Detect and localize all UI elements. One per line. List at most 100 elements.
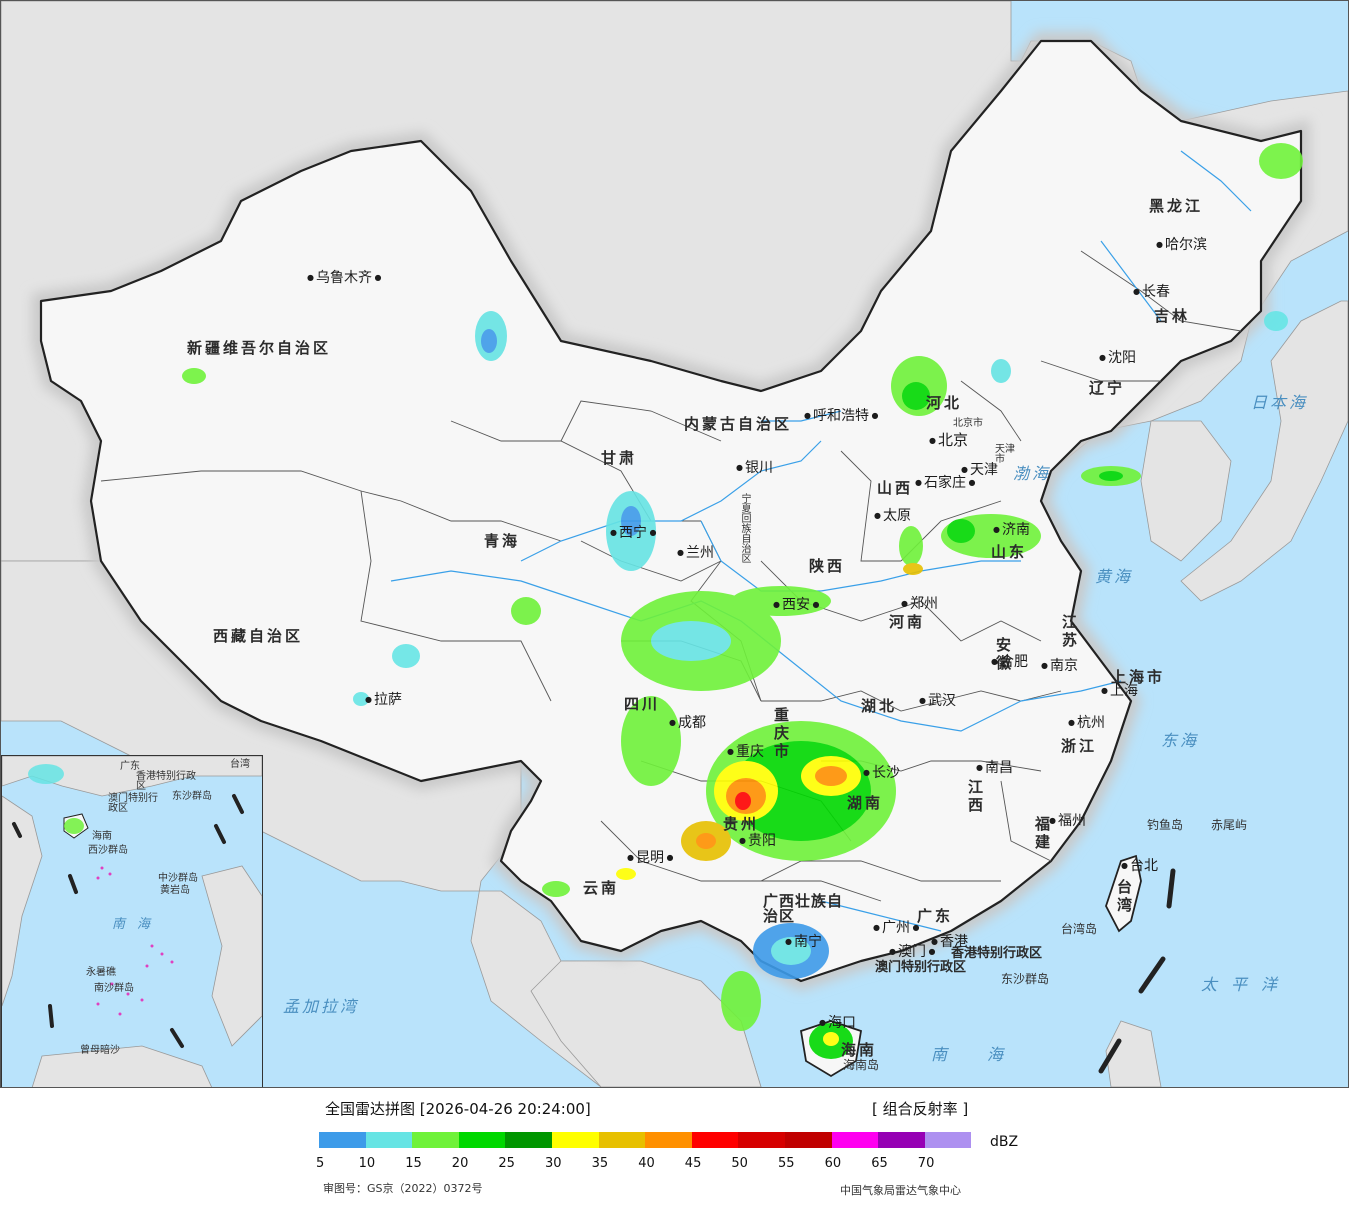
label-taiwan: 台湾 [1115, 879, 1133, 915]
color-scale [319, 1132, 972, 1148]
sea-japan: 日本海 [1251, 393, 1309, 412]
legend-title: 全国雷达拼图 [2026-04-26 20:24:00] [325, 1100, 591, 1118]
sea-pacific: 太平洋 [1201, 975, 1292, 994]
scale-tick-label: 25 [498, 1156, 515, 1171]
city-nanning: 南宁 [785, 935, 822, 949]
label-xinjiang: 新疆维吾尔自治区 [187, 339, 332, 357]
sea-bohai: 渤海 [1013, 464, 1052, 483]
label-guangxi: 广西壮族自治区 [763, 892, 844, 925]
inset-land-west [2, 795, 43, 1007]
city-lanzhou: 兰州 [677, 546, 714, 560]
data-credit: 中国气象局雷达气象中心 [840, 1184, 961, 1197]
city-haikou: 海口 [819, 1016, 856, 1030]
scale-tick-label: 65 [871, 1156, 888, 1171]
label-ningxia: 宁夏回族自治区 [739, 493, 750, 563]
sea-donghai: 东海 [1161, 731, 1200, 750]
label-hubei: 湖北 [861, 697, 898, 715]
city-shanghai: 上海 [1101, 684, 1138, 698]
legend-unit: dBZ [990, 1134, 1019, 1150]
city-tianjin: 天津 [961, 463, 998, 477]
scale-tick-label: 20 [451, 1156, 469, 1171]
city-changchun: 长春 [1133, 285, 1170, 299]
scale-tick-label: 45 [684, 1156, 702, 1171]
philippines-land [1105, 1020, 1162, 1087]
city-taiyuan: 太原 [874, 509, 911, 523]
map-approval-number: 审图号：GS京（2022）0372号 [323, 1182, 483, 1195]
label-qinghai: 青海 [484, 532, 521, 550]
scale-tick-label: 55 [778, 1156, 795, 1171]
city-xian: 西安 [773, 598, 820, 612]
label-jilin: 吉林 [1154, 307, 1191, 325]
city-chongqing: 重庆 [727, 745, 764, 759]
color-swatch [924, 1132, 972, 1148]
label-hunan: 湖南 [847, 794, 884, 812]
inset-land [2, 756, 262, 797]
inset-label-nanhai: 南海 [112, 917, 163, 932]
city-nanchang: 南昌 [976, 761, 1013, 775]
scale-tick-label: 15 [405, 1156, 422, 1171]
city-macau: 澳门 [889, 945, 936, 959]
city-shenyang: 沈阳 [1099, 351, 1136, 365]
label-jiangsu: 江苏 [1060, 614, 1078, 650]
scale-tick-label: 10 [358, 1156, 376, 1171]
city-taipei: 台北 [1121, 859, 1158, 873]
label-guizhou: 贵州 [723, 815, 760, 833]
label-xizang: 西藏自治区 [213, 627, 304, 645]
city-kunming: 昆明 [627, 851, 674, 865]
color-swatch [831, 1132, 879, 1148]
city-wuhan: 武汉 [919, 694, 956, 708]
city-xining: 西宁 [610, 526, 657, 540]
legend: 全国雷达拼图 [2026-04-26 20:24:00] [ 组合反射率 ] d… [0, 1088, 1349, 1208]
inset-reefs [96, 866, 174, 1016]
island-hainan: 海南岛 [843, 1058, 880, 1072]
sea-bengal: 孟加拉湾 [283, 997, 360, 1016]
island-dongsha: 东沙群岛 [1001, 972, 1050, 986]
korea-land [1140, 420, 1232, 562]
color-swatch [365, 1132, 413, 1148]
color-swatch [412, 1132, 459, 1148]
city-hefei: 合肥 [991, 655, 1028, 669]
south-china-sea-inset: 广东 台湾 香港特别行政区 澳门特别行政区 东沙群岛 海南 西沙群岛 中沙群岛 … [1, 755, 263, 1087]
boundary-dashes [1098, 868, 1176, 1074]
label-hebei: 河北 [926, 394, 963, 412]
label-jiangxi: 江西 [966, 779, 984, 815]
label-macau-sar: 澳门特别行政区 [875, 960, 967, 975]
inset-label-xisha: 西沙群岛 [88, 845, 128, 856]
inset-canvas [2, 756, 262, 1087]
color-swatch [784, 1132, 832, 1148]
label-yunnan: 云南 [583, 879, 620, 897]
label-chongqing: 重庆市 [772, 707, 790, 761]
color-swatch [878, 1132, 925, 1148]
label-liaoning: 辽宁 [1089, 379, 1126, 397]
inset-label-zhongsha: 中沙群岛 [158, 873, 198, 884]
label-hainan: 海南 [841, 1041, 878, 1059]
scale-tick-label: 50 [731, 1156, 748, 1171]
japan-land [1180, 300, 1348, 602]
island-diaoyu: 钓鱼岛 [1147, 818, 1184, 832]
label-fujian: 福建 [1033, 816, 1051, 852]
scale-tick-label: 5 [316, 1156, 325, 1171]
label-tianjin-municipality: 天津市 [995, 444, 1015, 465]
city-shijiazhuang: 石家庄 [915, 476, 976, 490]
label-shanxi: 山西 [877, 479, 914, 497]
label-zhejiang: 浙江 [1061, 737, 1098, 755]
label-heilongjiang: 黑龙江 [1149, 197, 1204, 215]
island-chiwei: 赤尾屿 [1211, 818, 1248, 832]
color-swatch [598, 1132, 646, 1148]
city-jinan: 济南 [993, 523, 1030, 537]
inset-label-yongshu: 永暑礁 [86, 967, 116, 978]
color-swatch [551, 1132, 599, 1148]
city-beijing: 北京 [929, 433, 968, 448]
city-fuzhou: 福州 [1049, 814, 1086, 828]
sea-huanghai: 黄海 [1095, 567, 1134, 586]
radar-map: 新疆维吾尔自治区 西藏自治区 青海 甘肃 内蒙古自治区 黑龙江 吉林 辽宁 河北… [0, 0, 1349, 1088]
inset-label-hongkong: 香港特别行政区 [136, 771, 196, 792]
inset-label-dongsha: 东沙群岛 [172, 791, 212, 802]
inset-label-taiwan: 台湾 [230, 759, 250, 770]
city-hongkong: 香港 [931, 935, 968, 949]
scale-tick-label: 30 [545, 1156, 562, 1171]
city-urumqi: 乌鲁木齐 [307, 271, 382, 285]
city-harbin: 哈尔滨 [1156, 238, 1207, 252]
city-zhengzhou: 郑州 [901, 597, 938, 611]
inset-dashes [12, 794, 244, 1048]
